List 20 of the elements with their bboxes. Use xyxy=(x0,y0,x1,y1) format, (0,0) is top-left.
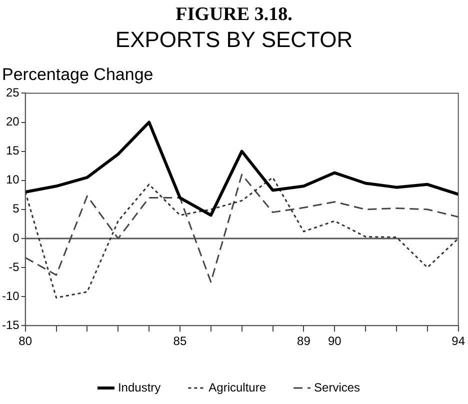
y-tick-label: 10 xyxy=(6,172,20,187)
y-tick-label: 5 xyxy=(12,202,20,216)
legend-label: Services xyxy=(314,380,360,394)
y-tick-label: -5 xyxy=(8,260,20,274)
x-tick-label: 80 xyxy=(18,334,32,348)
y-tick-label: 20 xyxy=(6,114,20,129)
chart-title: FIGURE 3.18. xyxy=(174,4,294,26)
legend-label: Industry xyxy=(118,380,161,394)
legend-label: Agriculture xyxy=(208,380,266,394)
y-tick-label: 15 xyxy=(6,144,20,158)
y-tick-label: -10 xyxy=(2,288,20,303)
x-tick-label: 89 xyxy=(297,334,311,348)
x-tick-label: 90 xyxy=(328,334,342,348)
y-tick-label: -15 xyxy=(2,318,20,332)
y-tick-label: 0 xyxy=(12,230,20,245)
y-tick-label: 25 xyxy=(6,86,20,100)
x-tick-label: 94 xyxy=(452,334,466,348)
y-axis-title: Percentage Change xyxy=(2,65,154,85)
chart-subtitle: EXPORTS BY SECTOR xyxy=(114,27,354,53)
x-tick-label: 85 xyxy=(173,334,187,348)
